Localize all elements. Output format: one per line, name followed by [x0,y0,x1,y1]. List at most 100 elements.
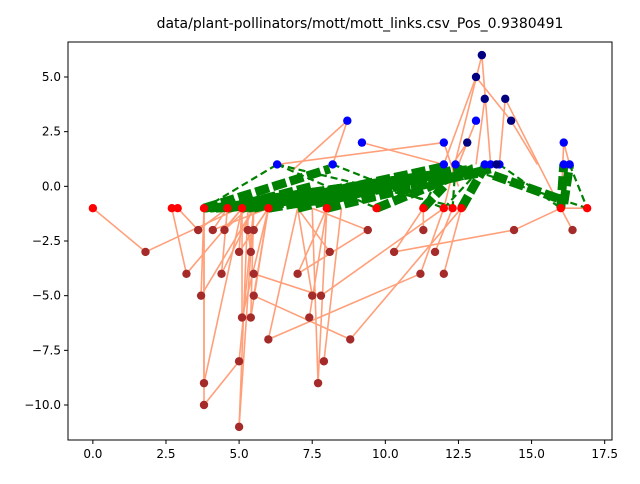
salmon-edge [253,294,351,341]
data-point [463,138,472,147]
data-point [196,291,206,300]
salmon-edge [296,208,314,296]
data-point [471,116,481,125]
green-dashed-edge-layer [203,163,589,210]
data-point [319,357,329,366]
salmon-edge [200,207,255,297]
data-point [582,203,592,213]
data-point [293,269,302,279]
data-point [430,247,440,257]
data-point [416,269,425,279]
data-point [199,203,209,213]
green-thick-edge [559,163,575,205]
salmon-edge [177,207,199,231]
data-point [264,335,273,344]
salmon-edge [434,207,454,253]
data-point [457,203,466,213]
salmon-edge [513,207,562,231]
green-dashed-edge [568,164,589,209]
data-point [559,138,568,147]
salmon-edge [443,207,463,275]
salmon-edge [311,207,369,231]
y-tick-label: −5.0 [32,289,61,303]
data-point [234,422,244,432]
data-point [199,400,209,410]
data-point [220,225,229,235]
data-point [88,203,98,213]
y-tick-label: −10.0 [24,398,61,412]
salmon-edge [291,120,348,172]
salmon-edge [475,76,512,122]
salmon-edge [393,207,425,253]
data-point [389,247,399,257]
data-point [272,160,282,169]
x-tick-label: 10.0 [372,447,399,461]
y-tick-label: −2.5 [32,234,61,248]
x-tick-label: 7.5 [303,447,322,461]
data-point [234,247,244,257]
data-point [243,225,253,235]
green-dashed-edge [498,163,562,210]
data-point [439,160,449,169]
data-point [305,313,314,322]
salmon-edge [419,207,445,275]
data-point [480,160,489,169]
data-point [316,291,326,300]
data-point [308,291,317,300]
data-point [480,94,489,104]
chart-title: data/plant-pollinators/mott/mott_links.c… [157,16,564,32]
salmon-edge [504,98,562,209]
data-point [223,203,232,213]
green-thick-edge [252,162,445,213]
data-point [419,225,428,235]
data-point [217,269,226,279]
x-tick-label: 15.0 [518,447,545,461]
green-dashed-edge [203,163,278,210]
green-dashed-edge [443,163,486,209]
salmon-edge [252,208,270,296]
node-layer [88,50,592,432]
data-point [509,225,519,235]
data-point [208,225,217,235]
data-point [141,247,150,257]
x-tick-label: 12.5 [445,447,472,461]
salmon-edge [277,141,444,166]
y-tick-label: −7.5 [32,343,61,357]
salmon-edge [203,360,240,406]
data-point [501,94,510,104]
x-tick-label: 0.0 [83,447,102,461]
green-dashed-edge [276,163,462,210]
data-point [565,160,574,169]
salmon-edge [220,208,229,274]
data-point [167,203,177,213]
data-point [246,313,255,322]
data-point [486,160,495,169]
salmon-edge [296,207,331,253]
data-point [249,269,258,279]
data-point [234,357,244,366]
salmon-edge [203,208,243,384]
salmon-edge [323,208,343,362]
green-dashed-edge [332,163,445,210]
data-point [237,203,247,213]
data-point [372,203,381,213]
salmon-edge [253,207,270,231]
data-point [173,203,182,213]
data-point [325,247,334,257]
data-point [451,160,460,169]
data-point [492,160,501,169]
data-point [439,269,449,279]
data-point [343,116,352,125]
data-point [439,138,449,147]
data-point [193,225,203,235]
data-point [568,225,577,235]
salmon-edge [267,208,299,340]
salmon-edge [171,208,188,274]
salmon-edge [349,207,462,340]
salmon-edge [268,273,421,341]
data-point [506,116,516,125]
green-dashed-edge [422,163,445,209]
data-point [246,247,255,257]
data-point [322,203,332,213]
x-tick-label: 17.5 [591,447,618,461]
